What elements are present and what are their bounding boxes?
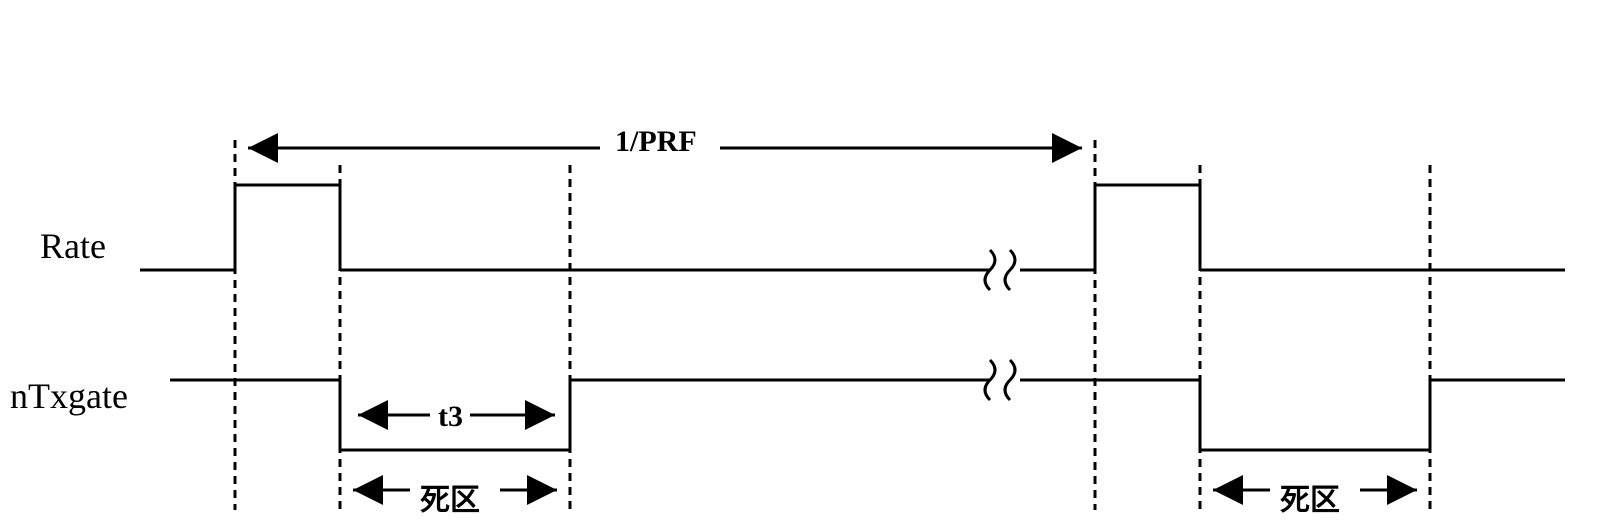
diagram-svg: [0, 0, 1605, 528]
timing-diagram: Rate nTxgate 1/PRF t3 死区 死区: [0, 0, 1605, 528]
rate-break-mark: [985, 250, 1015, 290]
rate-label: Rate: [40, 225, 106, 267]
rate-signal: [140, 185, 1565, 270]
deadzone2-label: 死区: [1280, 475, 1340, 519]
deadzone1-label: 死区: [420, 475, 480, 519]
ntxgate-break-mark: [985, 360, 1015, 400]
prf-label: 1/PRF: [615, 125, 697, 159]
ntxgate-label: nTxgate: [10, 375, 128, 417]
t3-label: t3: [438, 400, 463, 434]
